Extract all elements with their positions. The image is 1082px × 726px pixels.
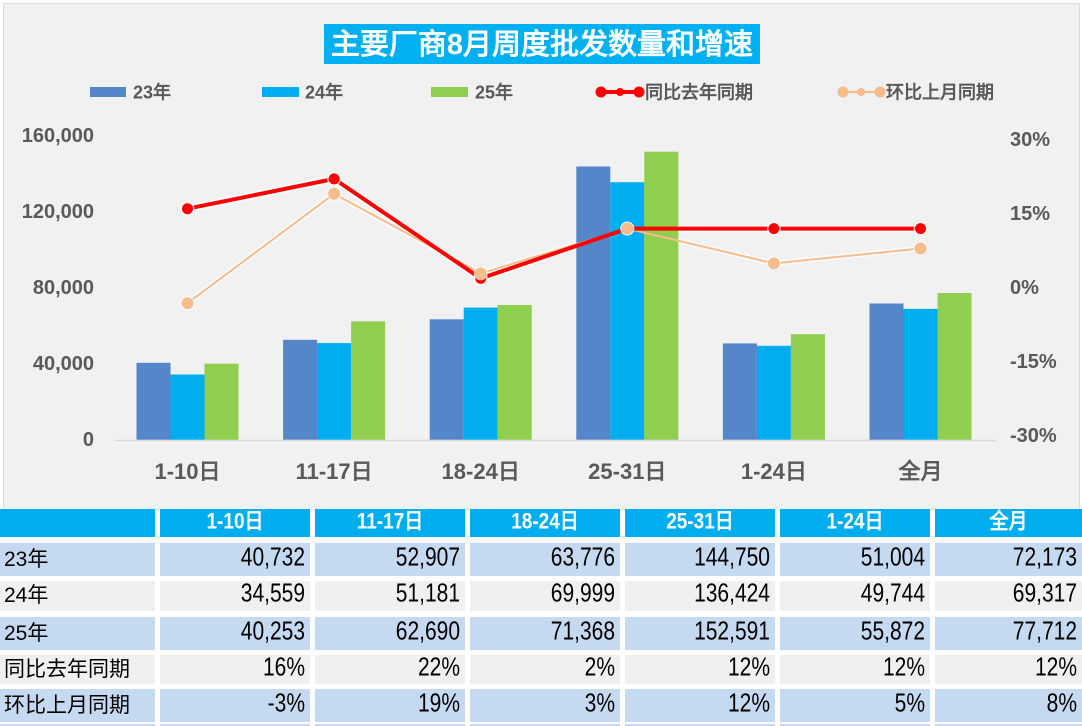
svg-text:15%: 15%: [1010, 203, 1050, 225]
svg-text:主要厂商8月周度批发数量和增速: 主要厂商8月周度批发数量和增速: [331, 28, 753, 61]
svg-text:-15%: -15%: [1010, 351, 1057, 373]
svg-text:24年: 24年: [305, 82, 343, 103]
svg-text:160,000: 160,000: [22, 125, 94, 147]
svg-text:120,000: 120,000: [22, 201, 94, 223]
svg-text:11-17日: 11-17日: [296, 459, 373, 484]
svg-text:同比去年同期: 同比去年同期: [645, 82, 753, 103]
svg-text:80,000: 80,000: [33, 277, 94, 299]
svg-text:0%: 0%: [1010, 277, 1039, 299]
svg-text:1-24日: 1-24日: [741, 459, 807, 484]
svg-text:25-31日: 25-31日: [588, 459, 666, 484]
svg-text:1-10日: 1-10日: [154, 459, 220, 484]
svg-text:23年: 23年: [133, 82, 171, 103]
svg-text:25年: 25年: [475, 82, 513, 103]
svg-text:环比上月同期: 环比上月同期: [886, 83, 994, 103]
svg-text:-30%: -30%: [1010, 425, 1057, 447]
svg-text:18-24日: 18-24日: [442, 459, 520, 484]
svg-text:30%: 30%: [1010, 129, 1050, 151]
svg-text:全月: 全月: [897, 459, 942, 484]
svg-text:0: 0: [83, 429, 94, 451]
svg-text:40,000: 40,000: [33, 353, 94, 375]
